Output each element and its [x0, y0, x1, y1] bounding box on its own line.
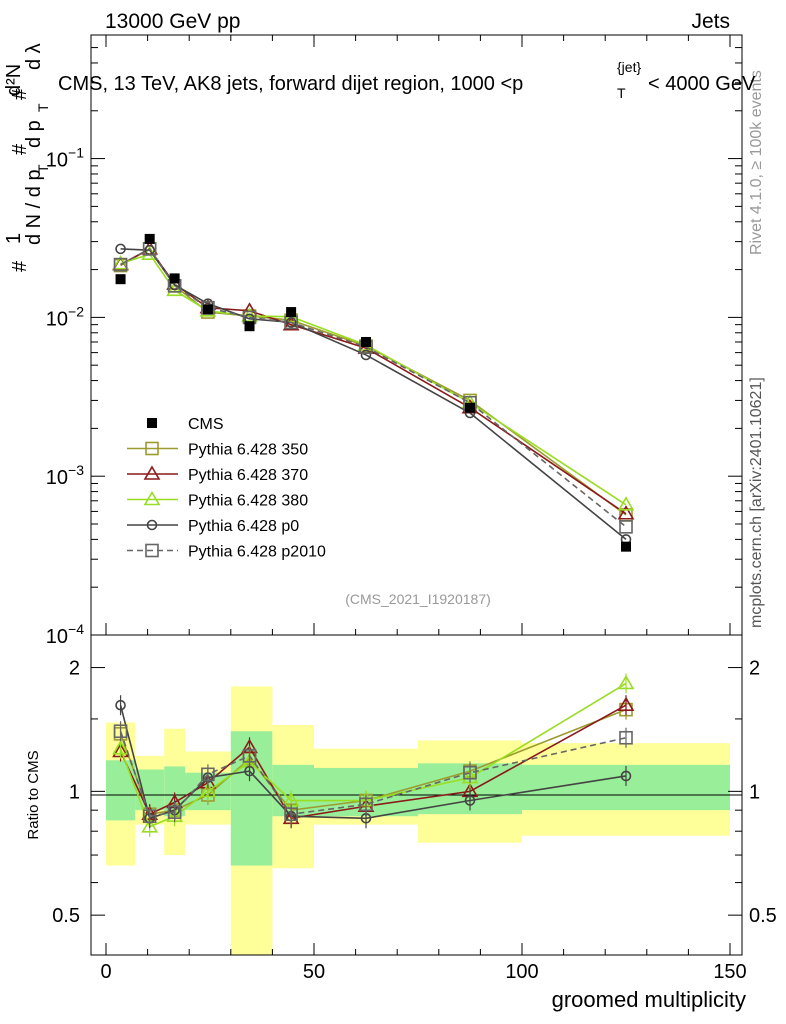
y-tick-label-ratio-right: 0.5: [749, 905, 777, 927]
ratio-point-3: [115, 699, 126, 711]
ratio-point-1: [617, 696, 635, 711]
ratio-point-2: [141, 818, 159, 833]
ratio-ylabel: Ratio to CMS: [25, 750, 42, 839]
ratio-point-2: [112, 740, 129, 755]
legend: CMS Pythia 6.428 350 Pythia 6.428 370 Pythi…: [127, 416, 326, 561]
x-tick-label: 50: [303, 961, 325, 983]
title-suffix: < 4000 GeV: [648, 73, 756, 95]
mcplots-label: mcplots.cern.ch [arXiv:2401.10621]: [748, 377, 765, 628]
data-point-0: [286, 307, 297, 318]
data-point-0: [361, 336, 371, 347]
legend-label-1: Pythia 6.428 350: [188, 442, 308, 459]
data-point-0: [244, 321, 255, 332]
ratio-point-4: [463, 765, 477, 780]
data-point-0: [169, 273, 180, 284]
ratio-point-4: [142, 809, 157, 824]
legend-marker-4: [146, 519, 158, 531]
y-tick-label-ratio: 0.5: [52, 905, 80, 927]
ratio-point-2: [617, 674, 635, 690]
ratio-point-4: [167, 805, 182, 819]
analysis-watermark: (CMS_2021_I1920187): [345, 591, 491, 607]
ratio-point-4: [113, 724, 128, 739]
rivet-label: Rivet 4.1.0, ≥ 100k events: [748, 70, 765, 255]
y-label-one: 1: [3, 233, 25, 244]
data-point-0: [465, 402, 475, 413]
y-tick-label-main: 10−1: [46, 145, 84, 172]
x-axis-title: groomed multiplicity: [552, 987, 746, 1012]
series-line-5: [120, 247, 627, 528]
y-tick-label-main: 10−4: [46, 621, 84, 648]
band-green-0: [106, 760, 136, 821]
header-left: 13000 GeV pp: [105, 10, 240, 33]
series-line-3: [120, 253, 627, 506]
data-point-0: [115, 274, 126, 285]
legend-label-2: Pythia 6.428 370: [188, 467, 308, 484]
main-series: [112, 233, 635, 552]
ratio-point-4: [242, 749, 257, 763]
legend-marker-1: [145, 441, 159, 456]
data-point-0: [621, 541, 631, 552]
y-tick-label-ratio-right: 1: [749, 781, 760, 803]
data-point-3: [617, 496, 635, 511]
y-tick-label-main: 10−3: [46, 462, 84, 489]
legend-label-5: Pythia 6.428 p2010: [188, 544, 326, 561]
data-point-3: [166, 281, 184, 297]
legend-marker-2: [143, 465, 161, 480]
series-line-4: [120, 248, 627, 541]
y-axis-label-main: # 1 d N / d p T # d p T # d²N d λ: [3, 43, 51, 272]
title-sup: {jet}: [617, 59, 641, 75]
ratio-point-4: [359, 797, 373, 812]
title-sub: T: [617, 85, 626, 101]
y-label-hash-2: #: [9, 143, 31, 155]
ratio-bands: [106, 686, 730, 955]
y-tick-label-ratio-right: 2: [749, 658, 760, 680]
legend-label-4: Pythia 6.428 p0: [188, 518, 299, 535]
data-point-4: [360, 349, 372, 361]
legend-label-3: Pythia 6.428 380: [188, 493, 308, 510]
legend-marker-3: [143, 490, 161, 506]
axes: 0 50 100 150 10−1 10−2 10−3 10−4 0.5 0.5 1 1 2 2: [46, 35, 777, 983]
y-label-hash-1: #: [9, 260, 31, 272]
ratio-point-4: [619, 730, 633, 745]
data-point-4: [115, 243, 126, 255]
x-tick-label: 150: [713, 961, 746, 983]
legend-marker-5: [145, 543, 159, 558]
y-tick-label-ratio: 1: [69, 781, 80, 803]
y-label-dlam: d λ: [23, 43, 45, 70]
y-label-hash-3: #: [9, 88, 31, 100]
ratio-series: [112, 673, 635, 837]
ratio-point-3: [244, 765, 255, 777]
legend-label-0: CMS: [188, 416, 224, 433]
y-label-d2N: d²N: [3, 64, 25, 96]
ratio-point-3: [620, 770, 632, 782]
y-label-T2: T: [35, 103, 51, 112]
data-point-2: [617, 505, 635, 520]
y-label-dp: d p: [23, 120, 45, 148]
legend-marker-0: [147, 418, 157, 428]
data-point-5: [113, 257, 128, 272]
y-tick-label-ratio: 2: [69, 658, 80, 680]
header-right: Jets: [691, 10, 730, 33]
ratio-point-3: [464, 795, 476, 806]
y-label-dN: d N / d p: [23, 169, 45, 245]
y-label-T1: T: [35, 164, 51, 173]
plot-title: CMS, 13 TeV, AK8 jets, forward dijet reg…: [58, 59, 756, 101]
ratio-point-4: [201, 767, 215, 782]
y-tick-label-main: 10−2: [46, 303, 84, 330]
ratio-point-4: [284, 807, 298, 821]
x-tick-label: 100: [505, 961, 538, 983]
ratio-point-2: [199, 782, 217, 798]
data-point-0: [202, 304, 213, 315]
title-prefix: CMS, 13 TeV, AK8 jets, forward dijet reg…: [58, 73, 523, 95]
data-point-0: [144, 233, 155, 244]
data-point-4: [285, 317, 297, 328]
data-point-5: [619, 520, 633, 534]
band-green-4: [230, 731, 273, 866]
x-tick-label: 0: [100, 961, 111, 983]
